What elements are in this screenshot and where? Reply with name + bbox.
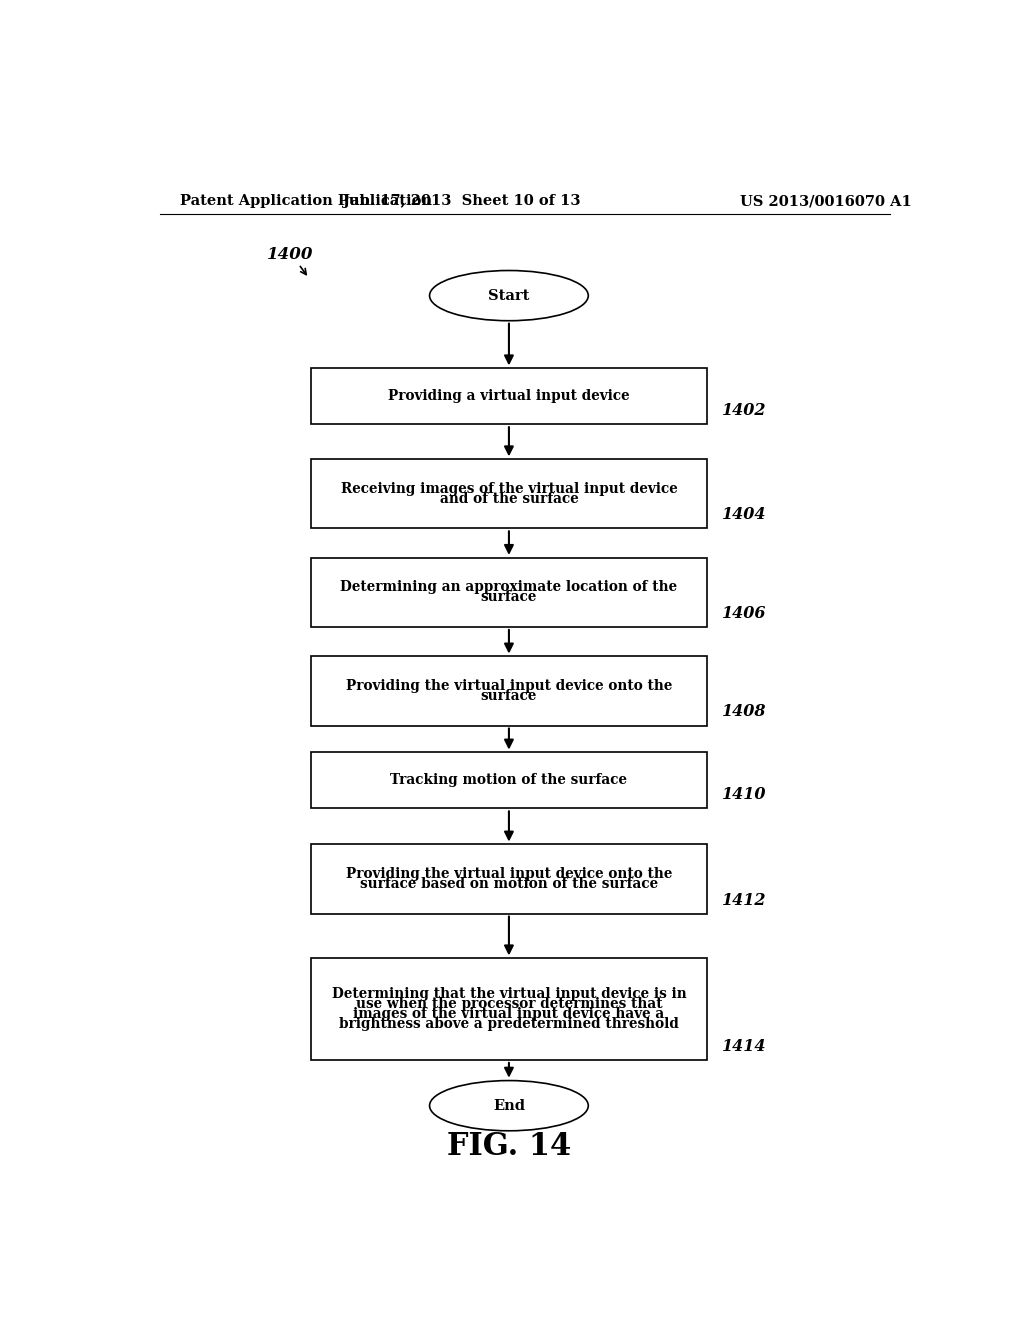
- Text: Jan. 17, 2013  Sheet 10 of 13: Jan. 17, 2013 Sheet 10 of 13: [343, 194, 580, 209]
- Text: images of the virtual input device have a: images of the virtual input device have …: [353, 1007, 665, 1022]
- Text: surface: surface: [480, 689, 538, 704]
- Text: use when the processor determines that: use when the processor determines that: [355, 997, 663, 1011]
- Text: 1410: 1410: [722, 787, 766, 804]
- Text: surface: surface: [480, 590, 538, 605]
- FancyBboxPatch shape: [310, 459, 708, 528]
- FancyBboxPatch shape: [310, 656, 708, 726]
- Text: Receiving images of the virtual input device: Receiving images of the virtual input de…: [341, 482, 677, 496]
- Text: End: End: [493, 1098, 525, 1113]
- Text: brightness above a predetermined threshold: brightness above a predetermined thresho…: [339, 1018, 679, 1031]
- Text: surface based on motion of the surface: surface based on motion of the surface: [359, 876, 658, 891]
- FancyBboxPatch shape: [310, 558, 708, 627]
- Text: 1412: 1412: [722, 891, 766, 908]
- Text: US 2013/0016070 A1: US 2013/0016070 A1: [740, 194, 912, 209]
- FancyBboxPatch shape: [310, 368, 708, 424]
- Text: Patent Application Publication: Patent Application Publication: [179, 194, 431, 209]
- Text: Determining that the virtual input device is in: Determining that the virtual input devic…: [332, 987, 686, 1001]
- Text: 1404: 1404: [722, 507, 766, 523]
- Text: Tracking motion of the surface: Tracking motion of the surface: [390, 774, 628, 788]
- FancyBboxPatch shape: [310, 958, 708, 1060]
- Text: Providing a virtual input device: Providing a virtual input device: [388, 389, 630, 403]
- Ellipse shape: [430, 271, 588, 321]
- Text: Providing the virtual input device onto the: Providing the virtual input device onto …: [346, 678, 672, 693]
- Text: Start: Start: [488, 289, 529, 302]
- Text: Providing the virtual input device onto the: Providing the virtual input device onto …: [346, 867, 672, 880]
- Text: 1406: 1406: [722, 605, 766, 622]
- Text: 1408: 1408: [722, 704, 766, 721]
- Text: Determining an approximate location of the: Determining an approximate location of t…: [340, 581, 678, 594]
- Text: and of the surface: and of the surface: [439, 492, 579, 506]
- FancyBboxPatch shape: [310, 752, 708, 808]
- Text: 1414: 1414: [722, 1038, 766, 1055]
- Text: FIG. 14: FIG. 14: [446, 1131, 571, 1162]
- Text: 1402: 1402: [722, 403, 766, 420]
- FancyBboxPatch shape: [310, 845, 708, 913]
- Ellipse shape: [430, 1081, 588, 1131]
- Text: 1400: 1400: [267, 247, 313, 264]
